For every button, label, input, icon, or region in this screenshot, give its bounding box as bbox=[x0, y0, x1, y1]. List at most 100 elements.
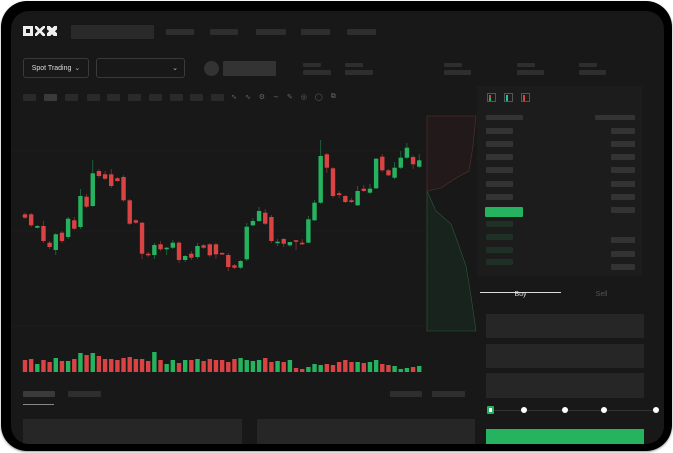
pair-dropdown[interactable]: ⌄ bbox=[96, 58, 185, 78]
stat-value bbox=[579, 70, 606, 75]
nav-item[interactable] bbox=[301, 29, 330, 35]
candle-body bbox=[133, 220, 139, 223]
timeframe-button[interactable] bbox=[44, 94, 57, 101]
slider-step-75[interactable] bbox=[601, 407, 607, 413]
filter-button[interactable] bbox=[432, 391, 465, 397]
indicator-icon[interactable]: ∿ bbox=[231, 94, 237, 101]
timeframe-button[interactable] bbox=[23, 94, 36, 101]
volume-bar bbox=[219, 360, 225, 372]
circle-icon[interactable]: ◯ bbox=[314, 94, 323, 101]
slider-step-100[interactable] bbox=[653, 407, 659, 413]
bid-amount bbox=[611, 264, 635, 270]
tab-sell[interactable]: Sell bbox=[595, 291, 608, 298]
timeframe-button[interactable] bbox=[87, 94, 100, 101]
candle-body bbox=[263, 212, 268, 224]
candle-body bbox=[146, 253, 151, 256]
line-tool-icon[interactable]: ∼ bbox=[273, 94, 279, 101]
nav-item[interactable] bbox=[256, 29, 286, 35]
tab-order-history[interactable] bbox=[68, 391, 101, 397]
order-type-field[interactable] bbox=[486, 314, 644, 338]
candle-body bbox=[35, 226, 40, 228]
ask-amount bbox=[611, 141, 635, 147]
volume-bar bbox=[312, 364, 317, 372]
orderbook-view-asks-icon[interactable] bbox=[521, 93, 530, 102]
settings-icon[interactable]: ⚙ bbox=[258, 94, 266, 101]
volume-bar bbox=[306, 367, 311, 372]
amount-input[interactable] bbox=[486, 373, 644, 398]
candle-body bbox=[373, 158, 379, 189]
candle-body bbox=[65, 218, 71, 237]
pair-price bbox=[223, 61, 276, 76]
last-price bbox=[485, 207, 523, 217]
search-box[interactable] bbox=[71, 25, 154, 39]
filter-button[interactable] bbox=[390, 391, 422, 397]
indicator-icon[interactable]: ∿ bbox=[244, 94, 251, 101]
volume-bar bbox=[189, 360, 194, 372]
candle-body bbox=[152, 245, 157, 255]
assets-panel bbox=[257, 419, 475, 444]
volume-bar bbox=[115, 360, 120, 372]
depth-bids-area bbox=[426, 190, 477, 332]
volume-bar bbox=[41, 360, 46, 372]
candlestick-chart[interactable] bbox=[11, 106, 481, 381]
tab-buy[interactable]: Buy bbox=[514, 291, 527, 298]
timeframe-button[interactable] bbox=[65, 94, 78, 101]
timeframe-button[interactable] bbox=[107, 94, 120, 101]
volume-bar bbox=[22, 360, 28, 372]
bid-price bbox=[486, 259, 513, 265]
tab-active-underline bbox=[23, 404, 54, 405]
price-input[interactable] bbox=[486, 344, 644, 368]
candle-body bbox=[176, 242, 182, 260]
candle-body bbox=[324, 154, 330, 168]
volume-bar bbox=[59, 361, 65, 372]
stat-label bbox=[444, 63, 462, 67]
volume-bar bbox=[324, 364, 330, 372]
volume-bar bbox=[373, 360, 379, 372]
slider-step-25[interactable] bbox=[521, 407, 527, 413]
spot-trading-selector[interactable]: Spot Trading ⌄ bbox=[23, 58, 89, 78]
stat-value bbox=[517, 70, 544, 75]
timeframe-button[interactable] bbox=[170, 94, 183, 101]
nav-item[interactable] bbox=[166, 29, 194, 35]
bid-amount bbox=[611, 237, 635, 243]
candle-body bbox=[404, 147, 410, 158]
timeframe-button[interactable] bbox=[211, 94, 224, 101]
okx-logo[interactable] bbox=[23, 26, 57, 36]
candle-body bbox=[349, 200, 354, 202]
spot-trading-label: Spot Trading bbox=[31, 64, 72, 72]
volume-bar bbox=[367, 362, 373, 372]
ask-price bbox=[486, 141, 513, 147]
volume-bar bbox=[146, 361, 151, 372]
volume-bar bbox=[263, 358, 268, 372]
tab-open-orders[interactable] bbox=[23, 391, 55, 397]
nav-item[interactable] bbox=[347, 29, 376, 35]
volume-bar bbox=[96, 356, 102, 372]
volume-bar bbox=[330, 365, 336, 372]
volume-bar bbox=[404, 368, 410, 372]
target-icon[interactable]: ◎ bbox=[300, 94, 307, 101]
orderbook-view-bids-icon[interactable] bbox=[504, 93, 513, 102]
slider-step-50[interactable] bbox=[562, 407, 568, 413]
timeframe-button[interactable] bbox=[149, 94, 162, 101]
timeframe-button[interactable] bbox=[190, 94, 203, 101]
candle-body bbox=[53, 234, 58, 250]
amount-slider-track[interactable] bbox=[491, 410, 657, 411]
candle-body bbox=[170, 242, 176, 248]
buy-submit-button[interactable] bbox=[486, 429, 644, 444]
volume-bar bbox=[152, 352, 157, 372]
volume-bar bbox=[238, 358, 243, 372]
volume-bar bbox=[355, 362, 360, 372]
candle-body bbox=[398, 157, 403, 168]
volume-bar bbox=[28, 359, 34, 372]
orderbook-view-both-icon[interactable] bbox=[487, 93, 496, 102]
timeframe-button[interactable] bbox=[128, 94, 141, 101]
volume-bar bbox=[226, 362, 231, 372]
volume-bar bbox=[133, 359, 139, 372]
amount-slider-handle[interactable] bbox=[487, 406, 494, 414]
ask-price bbox=[486, 181, 513, 187]
ask-amount bbox=[611, 167, 635, 173]
nav-item[interactable] bbox=[210, 29, 238, 35]
expand-icon[interactable]: ⧉ bbox=[330, 93, 336, 100]
pencil-icon[interactable]: ✎ bbox=[286, 94, 293, 101]
